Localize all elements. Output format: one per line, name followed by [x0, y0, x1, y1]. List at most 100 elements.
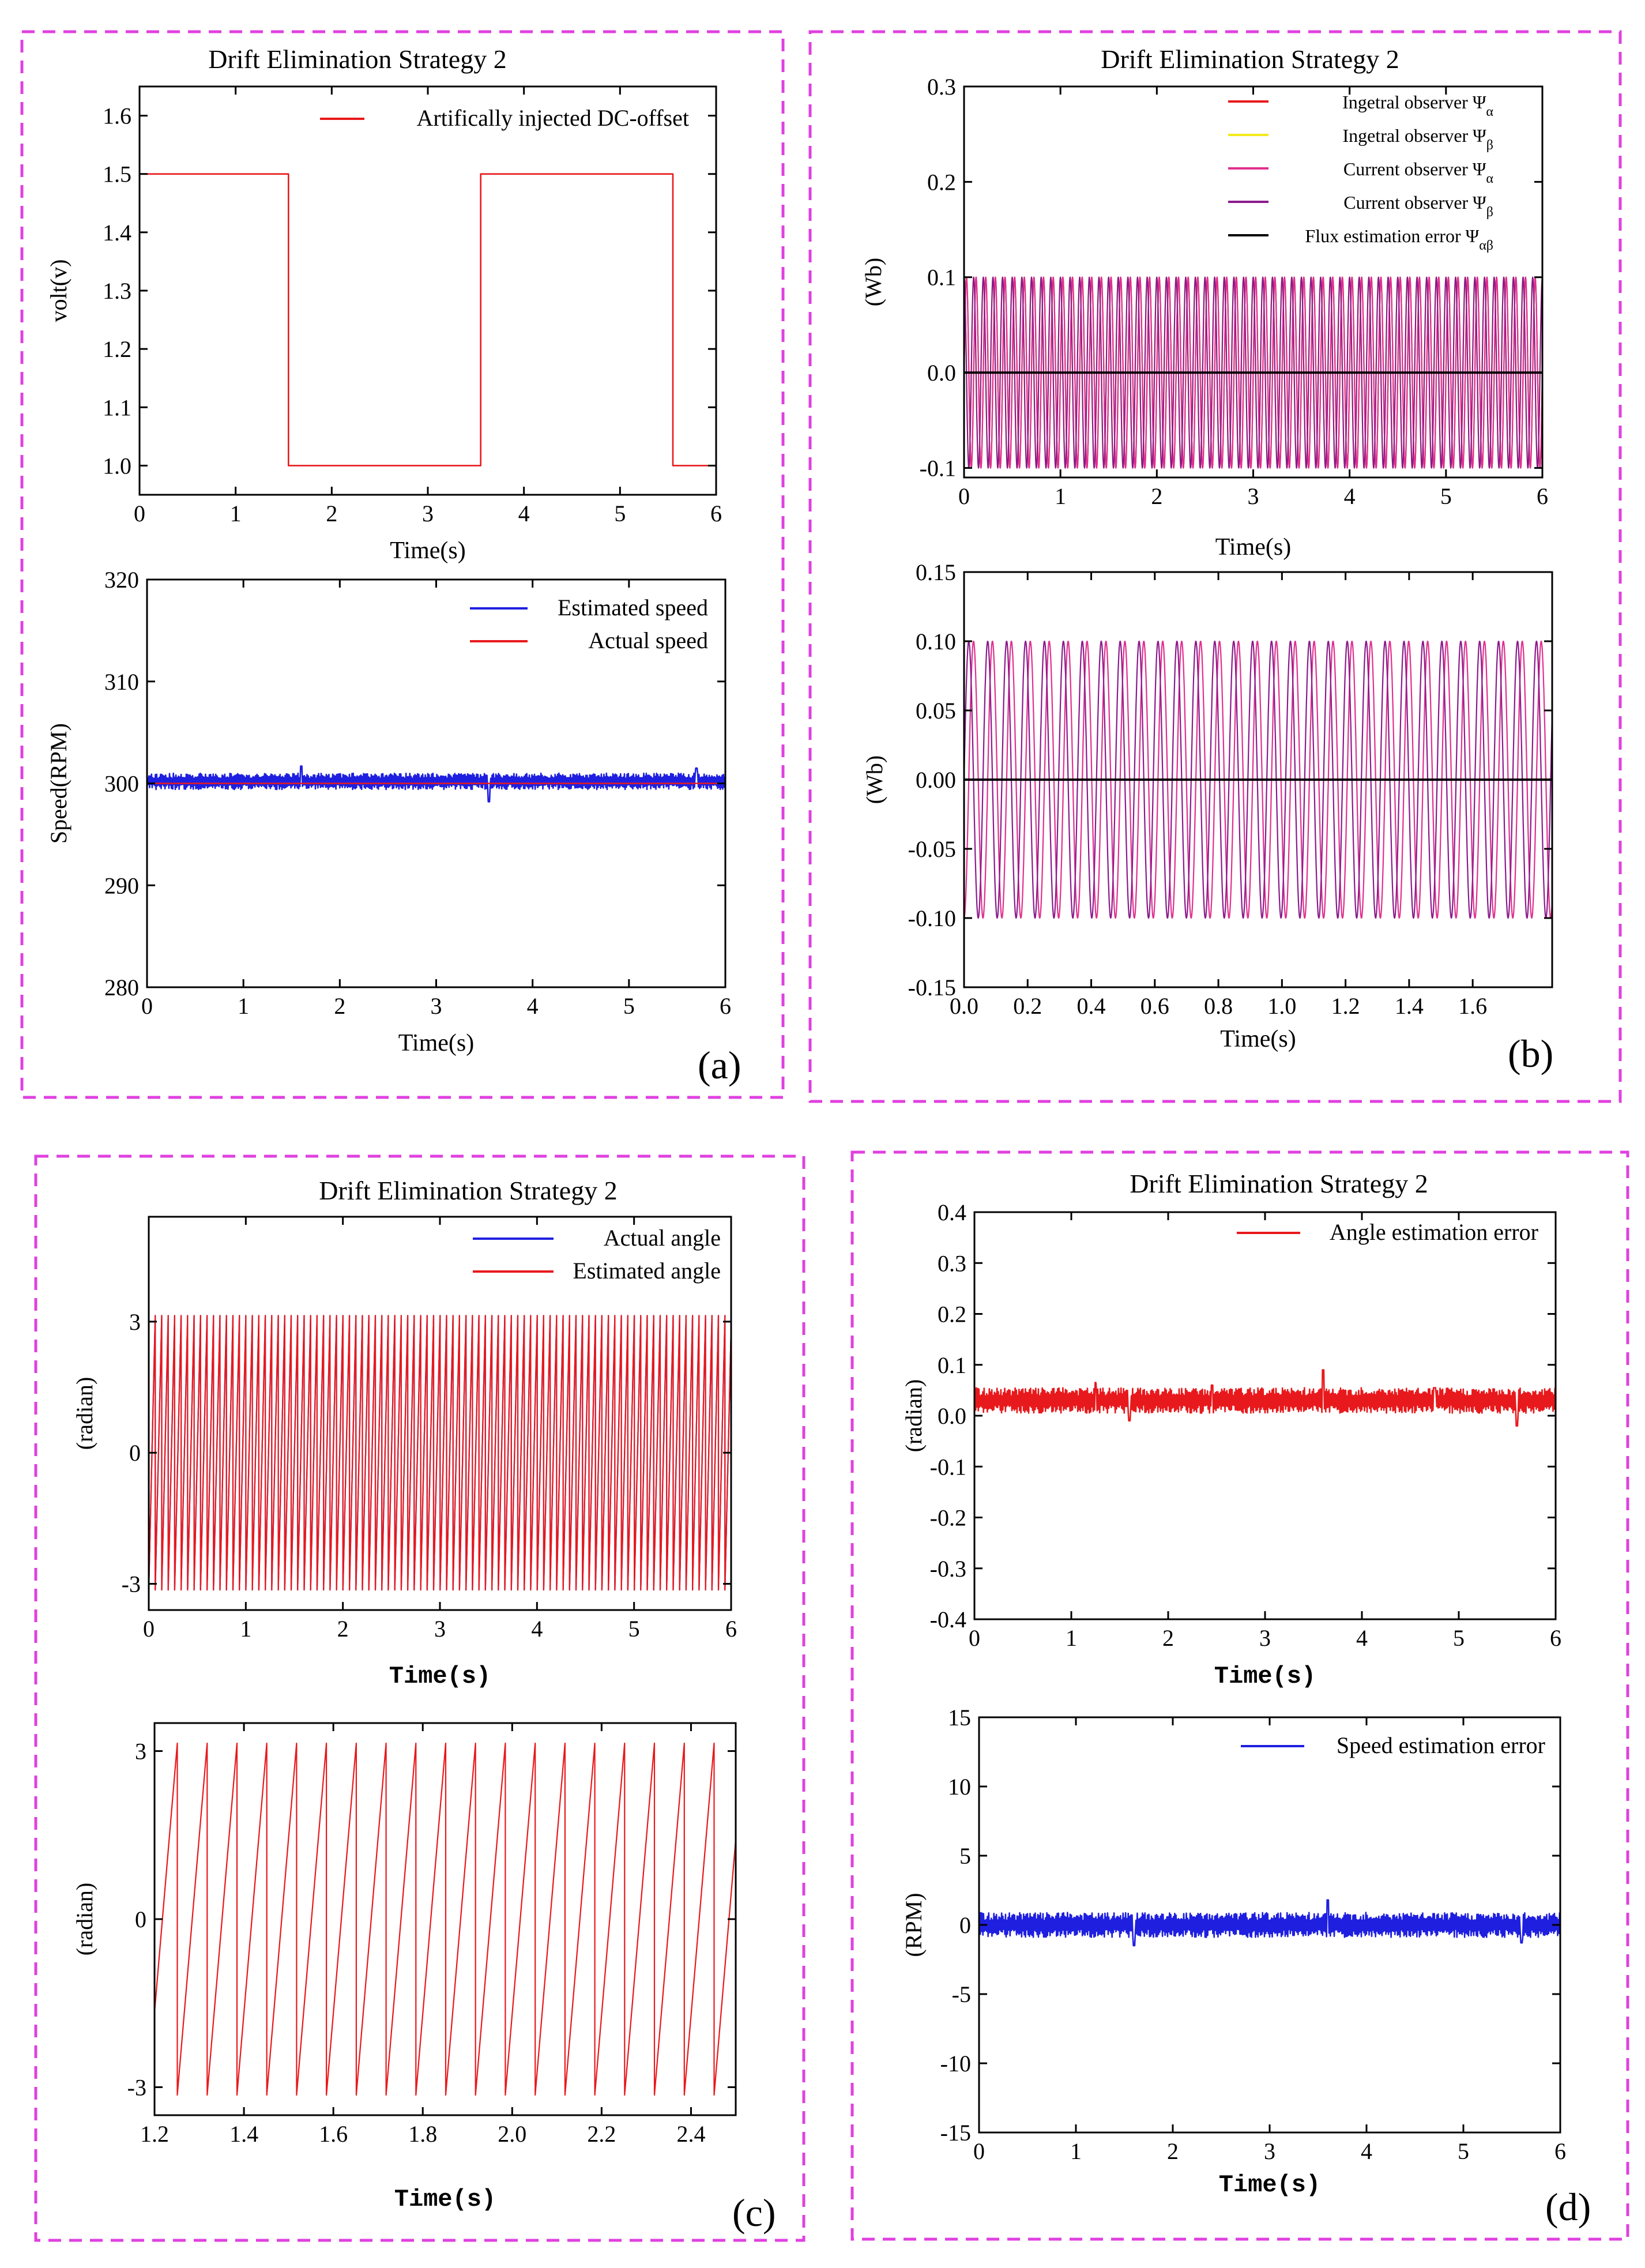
y-tick-label: 1.3: [103, 278, 131, 304]
x-tick-label: 5: [1440, 483, 1452, 509]
y-axis-label: (Wb): [861, 755, 887, 804]
x-tick-label: 6: [710, 501, 722, 526]
legend: Estimated speed Actual speed: [470, 595, 708, 653]
legend: Speed estimation error: [1241, 1732, 1545, 1758]
chart-title: Drift Elimination Strategy 2: [208, 44, 506, 74]
legend-label: Actual speed: [588, 627, 708, 653]
y-tick-label: 0.1: [927, 265, 956, 291]
x-tick-label: 2.4: [676, 2121, 705, 2147]
x-tick-label: 0.6: [1140, 993, 1169, 1019]
y-tick-label: 0.2: [927, 169, 956, 195]
x-tick-label: 0: [134, 501, 145, 526]
x-tick-label: 3: [422, 501, 434, 526]
x-tick-label: 6: [720, 993, 731, 1019]
x-tick-label: 2.2: [587, 2121, 616, 2147]
y-tick-label: 0.05: [916, 698, 956, 724]
x-tick-label: 0.0: [950, 993, 978, 1019]
chart-d2: 0 1 2 3 4 5 6 -15 -10 -5 0 5 10 15 Time(s) (RPM) Speed e…: [901, 1705, 1566, 2199]
series-group: [979, 1899, 1560, 1947]
panel-label-a: (a): [698, 1043, 741, 1087]
y-tick-label: 0.3: [938, 1250, 966, 1276]
y-tick-label: -15: [940, 2120, 971, 2146]
x-tick-label: 1.2: [140, 2121, 169, 2147]
x-tick-label: 4: [1344, 483, 1356, 509]
series-group: [974, 1369, 1556, 1427]
legend-label: Estimated speed: [558, 595, 708, 620]
chart-d1: 0 1 2 3 4 5 6 -0.4 -0.3 -0.2 -0.1 0.0 0.1 0.2 0.3 0.4 Dr…: [901, 1169, 1561, 1690]
legend-label: Speed estimation error: [1337, 1732, 1545, 1758]
x-tick-label: 2: [1151, 483, 1162, 509]
y-tick-label: 0.0: [938, 1403, 966, 1429]
plot-frame: [138, 85, 717, 496]
y-tick-label: 0.4: [938, 1199, 966, 1225]
x-tick-label: 0.2: [1013, 993, 1042, 1019]
y-tick-label: -0.3: [930, 1556, 966, 1582]
chart-title: Drift Elimination Strategy 2: [319, 1176, 617, 1205]
y-axis-label: (radian): [71, 1883, 97, 1956]
y-axis-label: (radian): [71, 1377, 97, 1450]
y-axis-label: volt(v): [46, 259, 71, 322]
x-tick-label: 6: [1550, 1625, 1561, 1651]
x-tick-label: 3: [1248, 483, 1259, 509]
series-line-2: [149, 1315, 731, 1591]
y-tick-label: -3: [127, 2074, 146, 2100]
y-tick-label: 1.5: [103, 161, 131, 187]
legend-label: Flux estimation error Ψαβ: [1305, 225, 1493, 253]
legend-label: Angle estimation error: [1330, 1219, 1538, 1245]
y-tick-label: 0: [135, 1906, 146, 1932]
x-tick-label: 5: [1453, 1625, 1465, 1651]
x-tick-label: 6: [725, 1616, 737, 1642]
x-axis-label: Time(s): [1215, 534, 1291, 561]
y-tick-label: 0.15: [916, 559, 956, 585]
x-tick-label: 0: [973, 2138, 985, 2164]
legend-label: Actual angle: [604, 1225, 721, 1251]
y-tick-label: 300: [104, 771, 139, 797]
x-tick-label: 1.4: [1395, 993, 1424, 1019]
series-group: [140, 173, 716, 467]
x-tick-label: 2: [334, 993, 345, 1019]
legend-label: Artifically injected DC-offset: [417, 105, 689, 131]
x-tick-label: 1: [238, 993, 249, 1019]
y-tick-label: 320: [104, 567, 139, 593]
y-axis-label: (Wb): [860, 258, 886, 306]
x-axis-label: Time(s): [389, 1663, 491, 1690]
x-tick-label: 1.6: [1458, 993, 1487, 1019]
y-tick-label: 0.0: [927, 360, 956, 386]
x-tick-label: 3: [434, 1616, 446, 1642]
x-tick-label: 0: [143, 1616, 155, 1642]
x-tick-label: 1: [1066, 1625, 1077, 1651]
x-tick-label: 0: [141, 993, 153, 1019]
y-tick-label: -0.4: [930, 1607, 966, 1633]
x-axis-label: Time(s): [390, 537, 465, 564]
y-tick-label: -5: [952, 1981, 971, 2007]
panel-c-border: [34, 1154, 805, 2242]
y-tick-label: -0.15: [908, 975, 956, 1001]
y-tick-label: 5: [959, 1843, 971, 1869]
x-tick-label: 3: [1259, 1625, 1271, 1651]
x-tick-label: 5: [628, 1616, 640, 1642]
series-line-1: [964, 640, 1552, 919]
y-tick-label: 1.4: [103, 220, 131, 246]
x-tick-label: 5: [614, 501, 626, 526]
chart-a1: 0 1 2 3 4 5 6 1.0 1.1 1.2 1.3 1.4 1.5 1.6 Drift Elimin…: [46, 44, 722, 564]
x-tick-label: 4: [531, 1616, 543, 1642]
x-tick-label: 5: [623, 993, 635, 1019]
x-tick-label: 1.4: [229, 2121, 258, 2147]
chart-a2: 0 1 2 3 4 5 6 280 290 300 310 320 Time(s) Speed(RPM) E…: [46, 567, 731, 1056]
y-tick-label: 0: [129, 1440, 141, 1466]
series-line-1: [140, 173, 716, 467]
x-tick-label: 1.2: [1331, 993, 1360, 1019]
panel-label-c: (c): [732, 2191, 776, 2235]
x-tick-label: 3: [431, 993, 442, 1019]
panel-label-d: (d): [1545, 2185, 1591, 2229]
legend: Artifically injected DC-offset: [320, 105, 689, 131]
series-line-1: [979, 1899, 1560, 1947]
chart-title: Drift Elimination Strategy 2: [1101, 44, 1399, 74]
y-tick-label: 0.2: [938, 1302, 966, 1327]
x-tick-label: 0.8: [1204, 993, 1233, 1019]
series-line-1: [155, 1742, 736, 2096]
plot-frame: [973, 1211, 1557, 1620]
y-tick-label: 290: [104, 872, 139, 898]
